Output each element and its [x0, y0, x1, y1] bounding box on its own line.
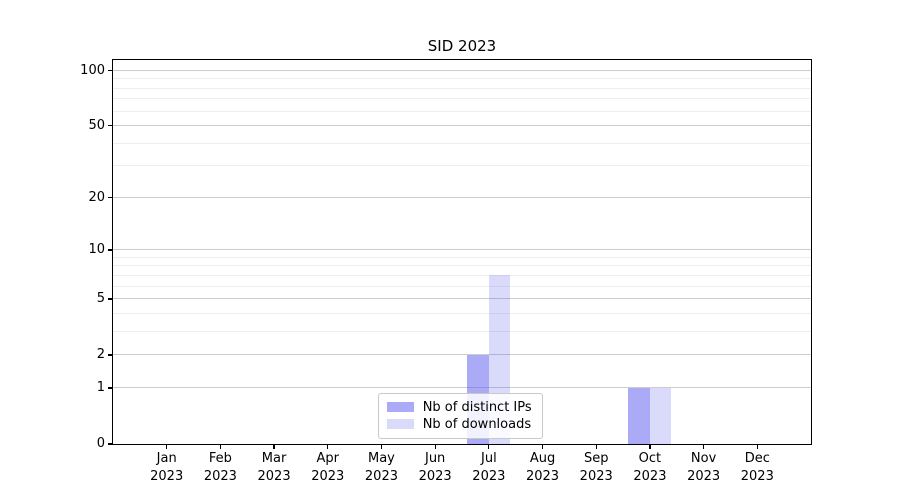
x-tick-label-year: 2023 [579, 468, 613, 484]
x-tick-label-month: Oct [638, 451, 662, 466]
x-tick-mark [595, 445, 597, 449]
legend-label-distinct-ips: Nb of distinct IPs [422, 399, 532, 415]
y-tick-mark [108, 443, 112, 445]
x-tick-mark [488, 445, 490, 449]
x-tick-label-year: 2023 [472, 468, 506, 484]
x-tick-label: Oct 2023 [622, 450, 678, 485]
y-tick-mark [108, 354, 112, 356]
x-tick-label: Dec 2023 [729, 450, 785, 485]
gridline-major [112, 354, 811, 356]
x-tick-label-month: Jan [156, 451, 177, 466]
y-tick-mark [108, 69, 112, 72]
x-tick-mark [273, 445, 275, 449]
y-tick-label: 20 [88, 189, 105, 205]
gridline-minor [112, 110, 811, 112]
gridline-minor [112, 331, 811, 332]
x-tick-label-year: 2023 [364, 468, 398, 484]
gridline-major [112, 69, 811, 71]
x-tick-mark [434, 445, 436, 449]
gridline-minor [112, 256, 811, 258]
bar-layer [113, 60, 811, 444]
grid-layer [112, 60, 811, 444]
x-tick-label-month: Apr [316, 451, 340, 466]
y-tick-label: 2 [96, 347, 105, 363]
x-tick-label-year: 2023 [740, 468, 774, 484]
x-tick-mark [702, 445, 705, 449]
x-tick-label-month: Aug [529, 451, 556, 466]
gridline-minor [112, 142, 811, 144]
y-tick-mark [108, 249, 112, 251]
gridline-major [112, 125, 811, 126]
x-tick-label-month: Sep [583, 451, 609, 466]
y-tick-mark [108, 196, 112, 199]
x-tick-label: Mar 2023 [246, 450, 302, 485]
gridline-minor [112, 78, 811, 80]
x-tick-label-year: 2023 [311, 468, 345, 484]
x-tick-label: Apr 2023 [300, 450, 356, 485]
x-tick-label-month: Nov [690, 451, 717, 466]
legend-row-downloads: Nb of downloads [386, 416, 532, 433]
x-tick-label-year: 2023 [418, 468, 452, 484]
gridline-minor [112, 98, 811, 100]
x-tick-label: May 2023 [353, 450, 409, 485]
x-tick-label-year: 2023 [687, 468, 721, 484]
y-tick-label: 50 [88, 117, 105, 133]
x-tick-label-month: Jun [424, 451, 446, 466]
legend-swatch-downloads-icon [386, 419, 414, 430]
bar-downloads [649, 387, 672, 444]
x-tick-label: Nov 2023 [676, 450, 732, 485]
x-tick-mark [166, 445, 168, 449]
x-tick-label-year: 2023 [150, 468, 184, 484]
x-tick-mark [649, 445, 651, 449]
gridline-major [112, 249, 811, 251]
x-tick-mark [219, 445, 222, 449]
x-tick-label-month: May [368, 451, 395, 466]
y-tick-mark [108, 125, 112, 127]
bar-distinct-ips [628, 387, 650, 444]
x-tick-label: Feb 2023 [192, 450, 248, 485]
gridline-major [112, 387, 811, 389]
legend-label-downloads: Nb of downloads [422, 416, 532, 432]
x-tick-mark [541, 445, 544, 449]
x-tick-label-year: 2023 [257, 468, 291, 484]
x-tick-label: Jun 2023 [407, 450, 463, 485]
gridline-major [112, 196, 811, 198]
gridline-minor [112, 285, 811, 287]
legend-swatch-distinct-ips-icon [386, 402, 414, 413]
x-tick-label-month: Feb [208, 451, 232, 466]
x-tick-label-month: Jul [481, 451, 497, 466]
x-tick-label-month: Dec [744, 451, 770, 466]
x-tick-label: Aug 2023 [515, 450, 571, 485]
gridline-minor [112, 274, 811, 276]
y-tick-label: 100 [80, 62, 105, 78]
x-tick-label: Jul 2023 [461, 450, 517, 485]
gridline-minor [112, 87, 811, 89]
x-tick-mark [756, 445, 758, 449]
x-tick-mark [380, 445, 383, 449]
gridline-minor [112, 265, 811, 267]
y-tick-label: 10 [88, 241, 105, 257]
legend-row-distinct-ips: Nb of distinct IPs [386, 399, 532, 416]
gridline-major [112, 298, 811, 300]
plot-area: Nb of distinct IPs Nb of downloads [111, 58, 812, 445]
x-tick-mark [327, 445, 329, 449]
x-tick-label-year: 2023 [633, 468, 667, 484]
y-tick-label: 5 [96, 290, 105, 306]
gridline-minor [112, 312, 811, 314]
x-tick-label: Sep 2023 [568, 450, 624, 485]
y-tick-label: 1 [96, 379, 105, 395]
legend: Nb of distinct IPs Nb of downloads [377, 392, 543, 439]
y-tick-mark [108, 387, 112, 389]
gridline-minor [112, 165, 811, 167]
x-tick-label-year: 2023 [525, 468, 560, 484]
x-tick-label: Jan 2023 [139, 450, 195, 485]
y-tick-label: 0 [96, 436, 105, 451]
y-tick-mark [108, 298, 112, 300]
chart-title: SID 2023 [427, 37, 497, 55]
x-tick-label-year: 2023 [203, 468, 237, 484]
x-tick-label-month: Mar [261, 451, 287, 466]
